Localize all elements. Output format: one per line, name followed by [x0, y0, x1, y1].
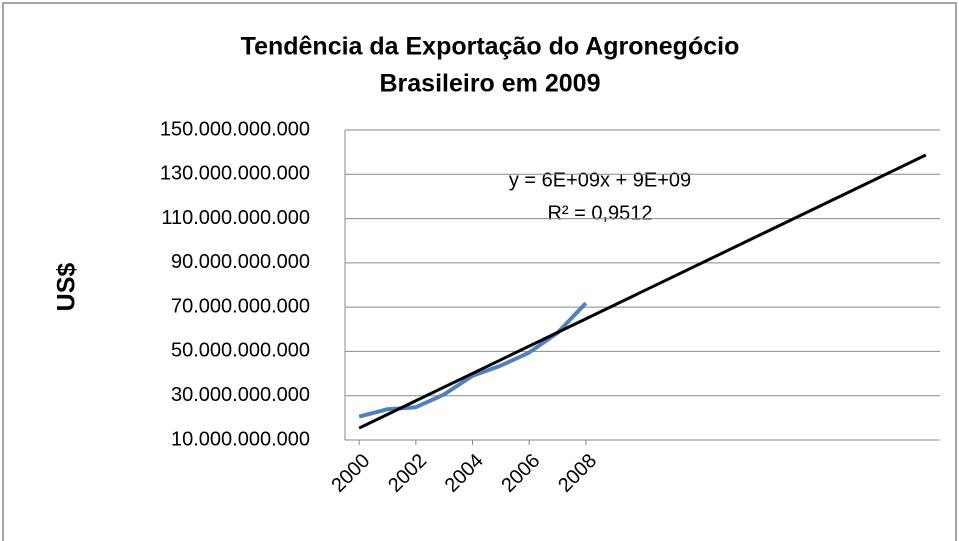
- chart-title: Brasileiro em 2009: [380, 70, 601, 98]
- y-tick-label: 130.000.000.000: [160, 163, 310, 185]
- chart-title: Tendência da Exportação do Agronegócio: [241, 33, 740, 61]
- y-tick-label: 10.000.000.000: [171, 428, 310, 450]
- annotation: R² = 0,9512: [547, 202, 652, 224]
- y-tick-label: 70.000.000.000: [171, 295, 310, 317]
- y-tick-label: 50.000.000.000: [171, 340, 310, 362]
- y-axis-label: US$: [53, 263, 81, 312]
- y-tick-label: 110.000.000.000: [161, 207, 310, 229]
- y-tick-label: 90.000.000.000: [171, 251, 310, 273]
- y-tick-label: 150.000.000.000: [160, 118, 310, 140]
- annotation: y = 6E+09x + 9E+09: [509, 169, 691, 191]
- trend-line: [358, 153, 927, 430]
- y-tick-label: 30.000.000.000: [171, 384, 310, 406]
